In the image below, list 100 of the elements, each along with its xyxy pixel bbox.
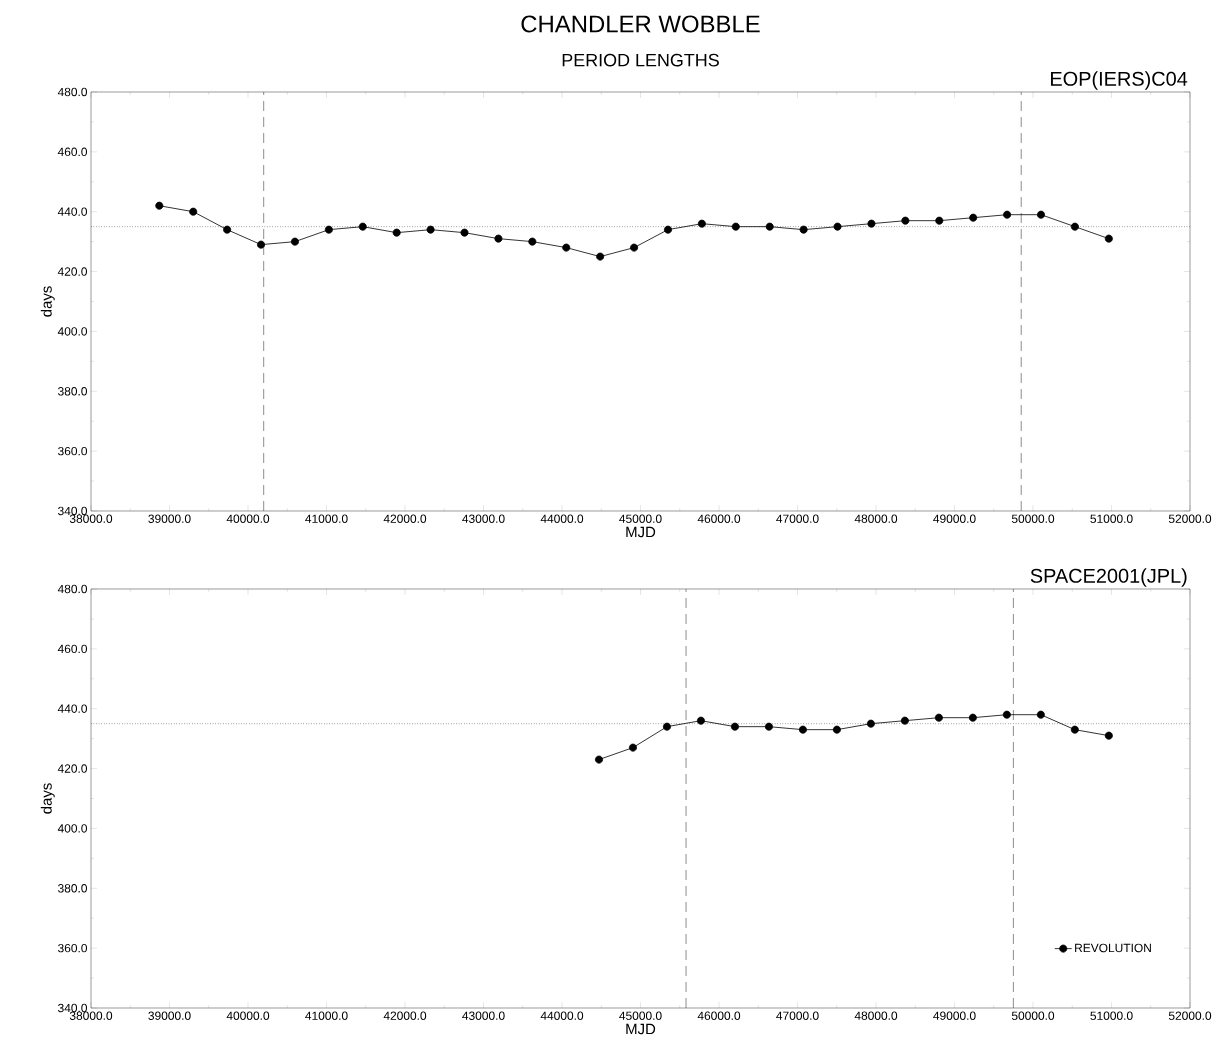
x-tick-label: 52000.0 bbox=[1168, 514, 1212, 523]
x-tick-label: 38000.0 bbox=[69, 1011, 113, 1020]
point bbox=[189, 207, 198, 216]
x-tick-label: 44000.0 bbox=[540, 1011, 584, 1020]
y-tick-label: 460.0 bbox=[57, 147, 88, 157]
point bbox=[223, 225, 232, 234]
point bbox=[696, 716, 705, 725]
x-tick-label: 47000.0 bbox=[776, 514, 819, 523]
x-axis-title: MJD bbox=[626, 1023, 656, 1035]
point bbox=[1104, 731, 1113, 740]
point bbox=[1003, 210, 1012, 219]
point bbox=[528, 237, 537, 246]
x-tick-label: 50000.0 bbox=[1011, 1011, 1055, 1020]
x-tick-label: 48000.0 bbox=[854, 1011, 898, 1020]
point bbox=[832, 725, 841, 734]
point bbox=[697, 219, 706, 228]
point bbox=[392, 228, 401, 237]
x-tick-label: 43000.0 bbox=[462, 514, 505, 523]
point bbox=[628, 743, 637, 752]
x-tick-label: 49000.0 bbox=[933, 514, 976, 523]
x-tick-label: 45000.0 bbox=[619, 1011, 662, 1020]
x-tick-label: 39000.0 bbox=[148, 514, 191, 523]
x-tick-label: 50000.0 bbox=[1011, 514, 1055, 523]
y-tick-label: 380.0 bbox=[58, 884, 88, 893]
x-tick-label: 40000.0 bbox=[226, 1011, 270, 1020]
point bbox=[867, 219, 876, 228]
y-tick-label: 440.0 bbox=[57, 207, 88, 216]
point bbox=[290, 237, 299, 246]
y-tick-label: 360.0 bbox=[58, 943, 88, 953]
point bbox=[324, 225, 333, 234]
x-tick-label: 46000.0 bbox=[697, 1011, 741, 1020]
y-tick-label: 420.0 bbox=[57, 267, 88, 276]
x-tick-label: 51000.0 bbox=[1090, 514, 1133, 523]
x-tick-label: 41000.0 bbox=[305, 1011, 348, 1020]
y-tick-label: 340.0 bbox=[58, 1003, 88, 1013]
point bbox=[934, 713, 943, 722]
text: EOP(IERS)C04 bbox=[1051, 71, 1188, 90]
y-tick-label: 380.0 bbox=[58, 387, 88, 396]
x-tick-label: 43000.0 bbox=[462, 1011, 505, 1020]
point bbox=[1070, 222, 1079, 231]
y-tick-label: 440.0 bbox=[57, 704, 88, 713]
x-tick-label: 44000.0 bbox=[540, 514, 584, 523]
point bbox=[1037, 210, 1046, 219]
point bbox=[798, 725, 807, 734]
y-tick-label: 420.0 bbox=[57, 764, 88, 773]
x-tick-label: 52000.0 bbox=[1168, 1011, 1212, 1020]
point bbox=[358, 222, 367, 231]
point bbox=[731, 222, 740, 231]
y-tick-label: 360.0 bbox=[58, 446, 88, 456]
x-tick-label: 42000.0 bbox=[383, 1011, 427, 1020]
point bbox=[630, 243, 639, 252]
point bbox=[799, 225, 808, 234]
point bbox=[866, 719, 875, 728]
x-tick-label: 48000.0 bbox=[854, 514, 898, 523]
point bbox=[494, 234, 503, 243]
point bbox=[1104, 234, 1113, 243]
x-axis-title: MJD bbox=[626, 526, 656, 538]
text: SPACE2001(JPL) bbox=[1030, 568, 1187, 587]
point bbox=[901, 216, 910, 225]
y-tick-label: 340.0 bbox=[58, 506, 88, 516]
point bbox=[596, 252, 605, 261]
point bbox=[460, 228, 469, 237]
y-axis-title: days bbox=[40, 286, 55, 317]
chart-title: CHANDLER WOBBLE bbox=[521, 15, 760, 33]
x-tick-label: 46000.0 bbox=[697, 514, 741, 523]
point bbox=[730, 722, 739, 731]
x-tick-label: 39000.0 bbox=[148, 1011, 191, 1020]
point bbox=[764, 722, 773, 731]
point bbox=[1036, 710, 1045, 719]
point bbox=[257, 240, 266, 249]
y-tick-label: 460.0 bbox=[57, 644, 88, 654]
point bbox=[663, 225, 672, 234]
y-tick-label: 480.0 bbox=[57, 584, 88, 594]
x-tick-label: 38000.0 bbox=[69, 514, 113, 523]
x-tick-label: 41000.0 bbox=[305, 514, 348, 523]
point bbox=[662, 722, 671, 731]
point bbox=[765, 222, 774, 231]
point bbox=[562, 243, 571, 252]
point bbox=[1002, 710, 1011, 719]
point bbox=[968, 713, 977, 722]
point bbox=[935, 216, 944, 225]
x-tick-label: 51000.0 bbox=[1090, 1011, 1133, 1020]
point bbox=[833, 222, 842, 231]
chart-subtitle: PERIOD LENGTHS bbox=[562, 53, 719, 67]
x-tick-label: 47000.0 bbox=[776, 1011, 819, 1020]
point bbox=[969, 213, 978, 222]
x-tick-label: 49000.0 bbox=[933, 1011, 976, 1020]
point bbox=[155, 201, 164, 210]
point bbox=[426, 225, 435, 234]
y-tick-label: 400.0 bbox=[57, 824, 88, 833]
x-tick-label: 42000.0 bbox=[383, 514, 427, 523]
x-tick-label: 40000.0 bbox=[226, 514, 270, 523]
point bbox=[900, 716, 909, 725]
y-tick-label: 480.0 bbox=[57, 87, 88, 97]
x-tick-label: 45000.0 bbox=[619, 514, 662, 523]
y-axis-title: days bbox=[40, 783, 55, 814]
legend-label: REVOLUTION bbox=[1075, 943, 1151, 953]
point bbox=[1070, 725, 1079, 734]
point bbox=[594, 755, 603, 764]
y-tick-label: 400.0 bbox=[57, 327, 88, 336]
